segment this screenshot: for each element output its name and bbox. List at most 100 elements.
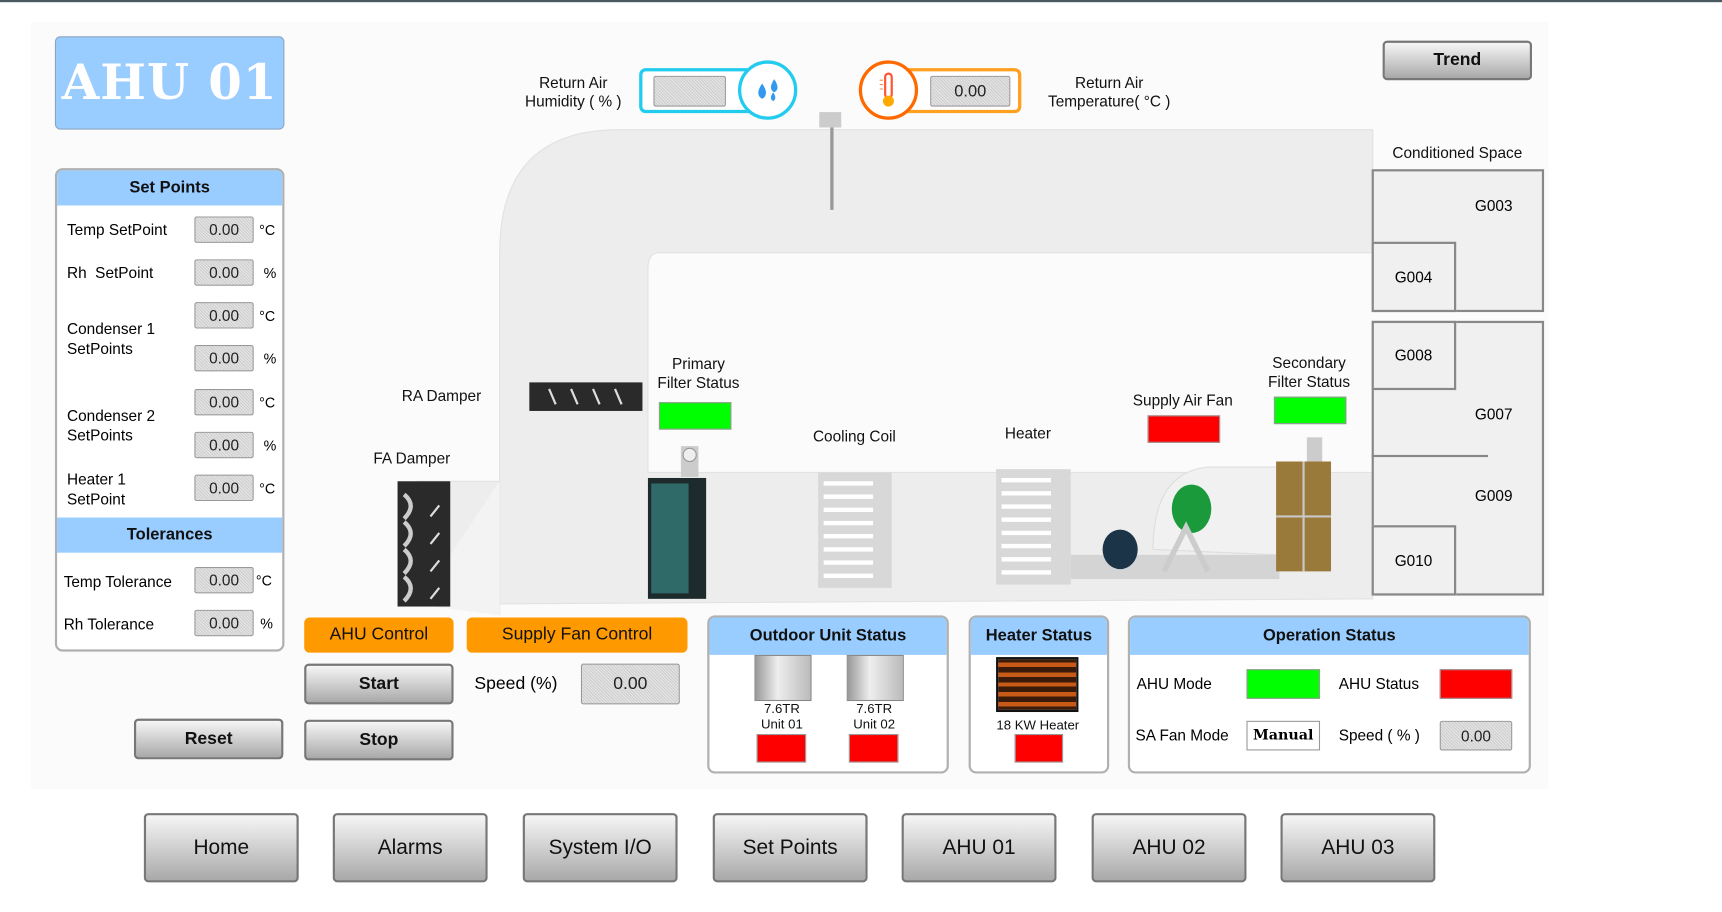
heater-status-indicator [1014, 733, 1064, 763]
unit-01-capacity: 7.6TR [763, 701, 800, 717]
room-g010[interactable] [1371, 525, 1457, 596]
outdoor-unit-icon [846, 654, 904, 702]
condenser1-setpoints-label: Condenser 1 SetPoints [67, 319, 155, 359]
supply-air-fan-label: Supply Air Fan [1132, 391, 1233, 409]
cooling-coil-graphic [818, 472, 892, 588]
temp-tolerance-unit: °C [255, 572, 272, 589]
humidity-label-line1: Return Air [539, 73, 608, 92]
condenser1-temp-input[interactable]: 0.00 [194, 302, 254, 329]
room-label-g004: G004 [1394, 268, 1433, 286]
room-g008[interactable] [1371, 320, 1457, 391]
room-g004[interactable] [1371, 241, 1457, 313]
supply-fan-graphic [1070, 466, 1280, 580]
ahu-status-indicator [1439, 669, 1513, 699]
start-button[interactable]: Start [304, 663, 454, 705]
temp-setpoint-input[interactable]: 0.00 [194, 216, 254, 243]
ra-damper-label: RA Damper [401, 386, 482, 405]
temp-tolerance-input[interactable]: 0.00 [194, 566, 254, 594]
primary-filter-label: Primary Filter Status [633, 355, 765, 392]
primary-filter-status-indicator [658, 402, 732, 430]
condenser1-rh-unit: % [263, 350, 277, 367]
water-drop-icon [737, 60, 798, 120]
unit-02-capacity: 7.6TR [856, 701, 893, 717]
unit-02-label: 7.6TR Unit 02 [830, 701, 918, 732]
room-label-g003: G003 [1474, 196, 1513, 215]
nav-system-io-button[interactable]: System I/O [522, 813, 678, 883]
temperature-label-line1: Return Air [1075, 73, 1144, 92]
temp-setpoint-unit: °C [259, 221, 276, 239]
condenser2-temp-input[interactable]: 0.00 [194, 388, 254, 416]
nav-home-button[interactable]: Home [143, 813, 299, 883]
thermometer-icon [858, 60, 919, 120]
heater-element-icon [996, 657, 1079, 713]
sa-fan-mode-value: Manual [1246, 720, 1321, 751]
condenser1-temp-unit: °C [259, 307, 276, 325]
primary-filter-graphic [647, 446, 707, 599]
rh-setpoint-unit: % [263, 264, 277, 282]
condenser2-rh-unit: % [263, 437, 277, 454]
temperature-label-line2: Temperature( °C ) [1048, 92, 1171, 110]
ra-damper-graphic [529, 382, 643, 411]
condenser1-label-line2: SetPoints [66, 339, 133, 358]
return-air-temperature-display: 0.00 [900, 68, 1022, 114]
rh-setpoint-label: Rh SetPoint [66, 263, 154, 282]
nav-ahu-02-button[interactable]: AHU 02 [1091, 813, 1247, 883]
condenser1-rh-input[interactable]: 0.00 [194, 345, 254, 372]
stop-button[interactable]: Stop [304, 719, 454, 761]
rh-tolerance-unit: % [260, 615, 273, 632]
condenser2-setpoints-label: Condenser 2 SetPoints [67, 405, 155, 445]
room-label-g009: G009 [1474, 486, 1513, 505]
condenser2-rh-input[interactable]: 0.00 [194, 431, 254, 459]
secondary-filter-label-line1: Secondary [1272, 353, 1346, 372]
ahu-mode-indicator [1246, 669, 1321, 699]
tolerances-header: Tolerances [57, 517, 283, 553]
return-air-humidity-label: Return Air Humidity ( % ) [507, 74, 639, 111]
room-label-g007: G007 [1474, 405, 1513, 424]
cooling-coil-label: Cooling Coil [812, 427, 896, 446]
secondary-filter-status-indicator [1273, 396, 1347, 425]
heater1-setpoint-label: Heater 1 SetPoint [67, 469, 126, 509]
outdoor-unit-icon [754, 654, 812, 702]
nav-set-points-button[interactable]: Set Points [712, 813, 868, 883]
nav-alarms-button[interactable]: Alarms [332, 813, 488, 883]
primary-filter-label-line1: Primary [671, 354, 725, 373]
trend-button[interactable]: Trend [1382, 40, 1532, 81]
heater-name: 18 KW Heater [996, 717, 1080, 733]
fa-damper-label: FA Damper [373, 449, 451, 467]
heater-graphic [996, 469, 1071, 585]
return-air-sensor [819, 112, 842, 210]
outdoor-unit-status-header: Outdoor Unit Status [709, 617, 947, 655]
unit-01-name: Unit 01 [761, 716, 803, 732]
supply-fan-control-header: Supply Fan Control [466, 617, 688, 653]
reset-button[interactable]: Reset [133, 718, 284, 760]
room-label-g010: G010 [1394, 551, 1433, 570]
rh-setpoint-input[interactable]: 0.00 [194, 259, 254, 286]
condenser2-temp-unit: °C [259, 394, 276, 411]
nav-ahu-03-button[interactable]: AHU 03 [1280, 813, 1436, 883]
supply-air-fan-status-indicator [1147, 415, 1221, 443]
set-points-header: Set Points [57, 170, 283, 206]
rh-tolerance-input[interactable]: 0.00 [194, 609, 254, 637]
condenser2-label-line2: SetPoints [66, 426, 133, 444]
secondary-filter-label-line2: Filter Status [1268, 372, 1351, 391]
rh-tolerance-label: Rh Tolerance [63, 615, 155, 633]
primary-filter-label-line2: Filter Status [657, 373, 740, 392]
unit-02-status-indicator [848, 733, 899, 763]
return-air-temperature-label: Return Air Temperature( °C ) [1038, 74, 1181, 111]
room-label-g008: G008 [1394, 346, 1433, 364]
secondary-filter-graphic [1276, 437, 1332, 572]
unit-01-status-indicator [756, 733, 807, 763]
fan-speed-input[interactable]: 0.00 [580, 663, 680, 705]
page-title: AHU 01 [54, 36, 285, 130]
nav-ahu-01-button[interactable]: AHU 01 [901, 813, 1057, 883]
top-border [0, 0, 1722, 3]
operation-status-header: Operation Status [1130, 617, 1529, 655]
outdoor-unit-status-panel: Outdoor Unit Status [707, 615, 949, 774]
condenser1-label-line1: Condenser 1 [66, 319, 156, 338]
return-air-temperature-value: 0.00 [930, 75, 1011, 107]
heater1-setpoint-input[interactable]: 0.00 [194, 474, 254, 502]
operation-speed-label: Speed ( % ) [1338, 726, 1420, 744]
temp-tolerance-label: Temp Tolerance [63, 572, 172, 591]
unit-02-name: Unit 02 [853, 716, 896, 732]
room-divider [1371, 454, 1489, 458]
